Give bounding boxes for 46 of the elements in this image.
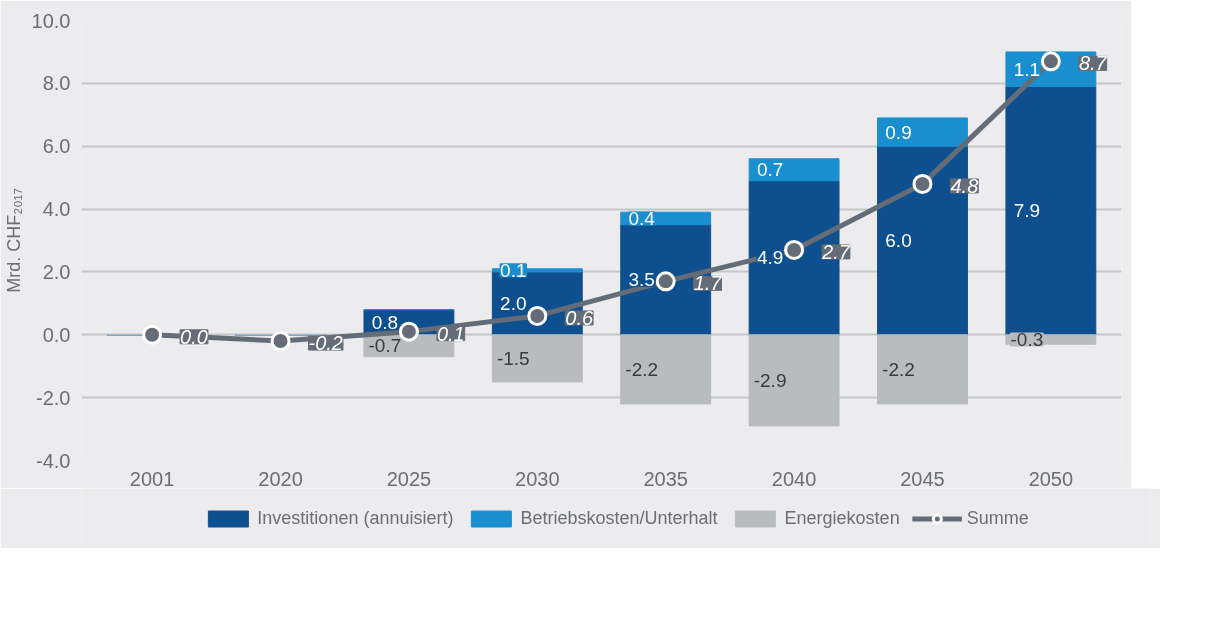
y-tick-label: 2.0 — [42, 260, 71, 283]
legend-label: Investitionen (annuisiert) — [257, 507, 454, 529]
y-axis-title: Mrd. CHF₂₀₁₇ — [3, 188, 24, 293]
data-label: -2.2 — [625, 358, 659, 380]
y-tick-label: 6.0 — [42, 135, 71, 158]
data-label: 0.1 — [500, 259, 527, 281]
x-tick-label: 2020 — [258, 467, 303, 490]
data-label: 6.0 — [885, 230, 912, 251]
data-label: -0.3 — [1010, 329, 1044, 350]
data-label: 4.8 — [950, 174, 979, 197]
y-tick-label: 10.0 — [31, 9, 71, 32]
data-label: 8.7 — [1078, 52, 1108, 75]
data-label: 0.0 — [180, 325, 208, 348]
x-tick-label: 2035 — [643, 467, 688, 490]
data-label: 0.8 — [371, 311, 399, 333]
y-tick-label: -2.0 — [36, 386, 71, 409]
data-label: 7.9 — [1013, 200, 1041, 222]
data-label: 2.0 — [500, 292, 527, 314]
data-label: 0.9 — [885, 121, 912, 143]
y-tick-label: 0.0 — [42, 323, 71, 346]
x-tick-label: 2040 — [771, 467, 817, 490]
x-tick-label: 2001 — [129, 467, 175, 490]
data-label: 1.1 — [1013, 58, 1041, 80]
x-tick-label: 2045 — [900, 467, 945, 490]
x-tick-label: 2025 — [386, 467, 432, 490]
y-tick-label: -4.0 — [36, 449, 71, 472]
data-label: -1.5 — [496, 347, 530, 369]
data-label: 1.7 — [693, 272, 723, 295]
legend-label: Summe — [966, 507, 1029, 529]
data-label: -2.2 — [882, 358, 915, 380]
legend-label: Energiekosten — [784, 507, 900, 529]
data-label: 0.4 — [628, 208, 656, 229]
data-label: 3.5 — [628, 269, 655, 291]
y-tick-label: 8.0 — [42, 72, 71, 95]
data-label: 0.6 — [565, 306, 594, 329]
data-label: -0.2 — [308, 332, 343, 355]
data-label: 2.7 — [821, 240, 851, 263]
data-label: 0.7 — [756, 159, 784, 181]
legend-label: Betriebskosten/Unterhalt — [520, 507, 718, 529]
data-label: 0.1 — [436, 322, 465, 345]
data-label: -2.9 — [753, 369, 787, 391]
data-label: -0.7 — [368, 335, 402, 357]
x-tick-label: 2050 — [1028, 467, 1074, 490]
x-tick-label: 2030 — [515, 467, 560, 490]
data-label: 4.9 — [756, 247, 784, 269]
y-tick-label: 4.0 — [42, 198, 71, 221]
